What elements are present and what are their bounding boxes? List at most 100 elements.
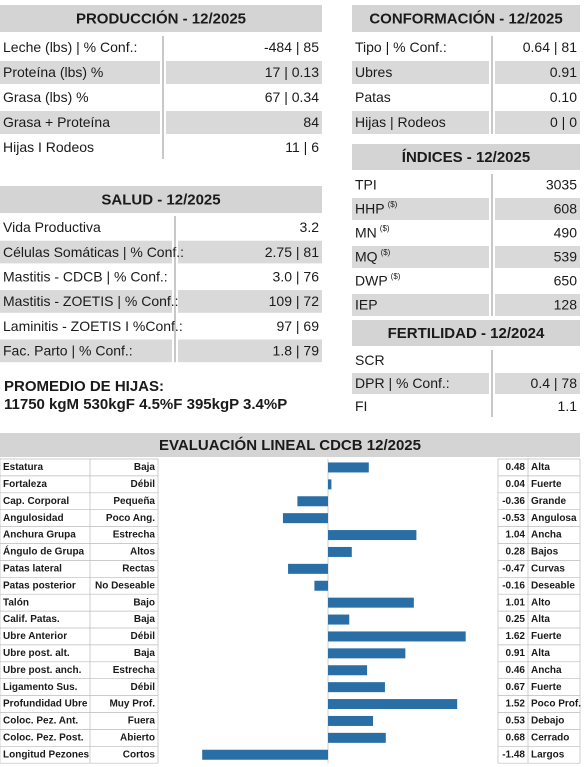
row-value: 1.1 bbox=[558, 398, 578, 414]
row-shade bbox=[166, 61, 322, 84]
row-shade bbox=[352, 61, 489, 84]
value-label: -0.47 bbox=[502, 563, 525, 574]
high-label: Alta bbox=[531, 614, 550, 625]
row-value: 608 bbox=[554, 201, 578, 217]
section-title: CONFORMACIÓN - 12/2025 bbox=[369, 9, 562, 27]
row-value: 1.8 | 79 bbox=[273, 343, 320, 359]
chart-title: EVALUACIÓN LINEAL CDCB 12/2025 bbox=[159, 436, 421, 454]
high-label: Deseable bbox=[531, 580, 575, 591]
row-value: 0 | 0 bbox=[550, 114, 577, 130]
high-label: Largos bbox=[531, 749, 565, 760]
row-label: Grasa + Proteína bbox=[3, 114, 110, 130]
bar bbox=[297, 496, 328, 507]
high-label: Alta bbox=[531, 648, 550, 659]
row-shade bbox=[166, 111, 322, 134]
row-label: TPI bbox=[355, 177, 377, 193]
row-shade bbox=[0, 240, 172, 264]
trait-name: Estatura bbox=[3, 462, 43, 473]
low-label: Altos bbox=[130, 547, 155, 558]
row-label-sup: ($) bbox=[388, 200, 398, 209]
bar bbox=[328, 479, 332, 490]
average-title: PROMEDIO DE HIJAS: bbox=[4, 378, 164, 395]
low-label: Débil bbox=[131, 479, 156, 490]
row-label: SCR bbox=[355, 352, 385, 368]
section-header bbox=[352, 5, 580, 32]
section-title: FERTILIDAD - 12/2024 bbox=[388, 325, 545, 342]
trait-name: Profundidad Ubre bbox=[3, 699, 88, 710]
bar bbox=[328, 597, 414, 608]
high-label: Alto bbox=[531, 597, 550, 608]
low-label: Pequeña bbox=[113, 496, 155, 507]
row-label: FI bbox=[355, 398, 367, 414]
section-title: PRODUCCIÓN - 12/2025 bbox=[76, 9, 246, 27]
bar bbox=[328, 665, 368, 676]
value-label: 0.67 bbox=[506, 682, 526, 693]
row-value: 3035 bbox=[546, 177, 577, 193]
high-label: Curvas bbox=[531, 563, 565, 574]
row-value: 539 bbox=[554, 249, 578, 265]
trait-name: Ángulo de Grupa bbox=[3, 545, 85, 558]
low-label: Poco Ang. bbox=[106, 513, 155, 524]
row-value: 0.64 | 81 bbox=[523, 39, 577, 55]
trait-name: Ubre post. alt. bbox=[3, 648, 70, 659]
value-label: 0.25 bbox=[506, 614, 526, 625]
high-label: Fuerte bbox=[531, 479, 562, 490]
high-label: Fuerte bbox=[531, 631, 562, 642]
bar bbox=[288, 563, 328, 574]
bar bbox=[314, 580, 328, 591]
bar bbox=[328, 648, 406, 659]
row-value: 2.75 | 81 bbox=[265, 244, 319, 260]
row-label: Vida Productiva bbox=[3, 219, 101, 235]
value-label: 0.04 bbox=[506, 479, 526, 490]
row-label: MN bbox=[355, 225, 377, 241]
row-shade bbox=[0, 290, 172, 313]
section-title: ÍNDICES - 12/2025 bbox=[402, 149, 530, 166]
row-value: 84 bbox=[303, 114, 319, 130]
row-label: Fac. Parto | % Conf.: bbox=[3, 343, 133, 359]
row-label: Tipo | % Conf.: bbox=[355, 39, 447, 55]
value-label: 1.62 bbox=[506, 631, 526, 642]
bar bbox=[328, 699, 458, 710]
low-label: Fuera bbox=[128, 716, 156, 727]
row-shade bbox=[0, 111, 160, 134]
row-label: IEP bbox=[355, 297, 378, 313]
average-text: 11750 kgM 530kgF 4.5%F 395kgP 3.4%P bbox=[4, 396, 287, 413]
bar bbox=[328, 530, 417, 541]
section-header bbox=[0, 186, 322, 213]
bar bbox=[328, 614, 350, 625]
bar bbox=[202, 749, 328, 760]
trait-name: Angulosidad bbox=[3, 513, 64, 524]
high-label: Bajos bbox=[531, 547, 559, 558]
row-label: Mastitis - ZOETIS | % Conf.: bbox=[3, 293, 179, 309]
value-label: 0.53 bbox=[506, 716, 526, 727]
row-shade bbox=[352, 198, 489, 220]
row-label: Hijas | Rodeos bbox=[355, 114, 446, 130]
value-label: 0.68 bbox=[506, 732, 526, 743]
trait-name: Cap. Corporal bbox=[3, 496, 69, 507]
row-label-sup: ($) bbox=[391, 272, 401, 281]
row-label: DPR | % Conf.: bbox=[355, 375, 450, 391]
row-value: 67 | 0.34 bbox=[265, 89, 319, 105]
row-label: Leche (lbs) | % Conf.: bbox=[3, 39, 137, 55]
chart-header bbox=[0, 433, 580, 457]
row-shade bbox=[495, 198, 580, 220]
low-label: Estrecha bbox=[113, 530, 156, 541]
low-label: Estrecha bbox=[113, 665, 156, 676]
bar bbox=[328, 715, 374, 726]
row-shade bbox=[178, 339, 322, 363]
row-value: 3.2 bbox=[300, 219, 320, 235]
low-label: Baja bbox=[134, 648, 156, 659]
low-label: Baja bbox=[134, 462, 156, 473]
bar bbox=[328, 631, 466, 642]
low-label: Débil bbox=[131, 682, 156, 693]
row-shade bbox=[352, 111, 489, 134]
row-value: 0.10 bbox=[550, 89, 577, 105]
row-label: Laminitis - ZOETIS I %Conf.: bbox=[3, 318, 183, 334]
trait-name: Patas lateral bbox=[3, 563, 62, 574]
trait-name: Calif. Patas. bbox=[3, 614, 60, 625]
trait-name: Ubre post. anch. bbox=[3, 665, 82, 676]
row-label: Ubres bbox=[355, 64, 392, 80]
section-header bbox=[352, 144, 580, 170]
low-label: Cortos bbox=[123, 749, 156, 760]
value-label: -0.16 bbox=[502, 580, 525, 591]
